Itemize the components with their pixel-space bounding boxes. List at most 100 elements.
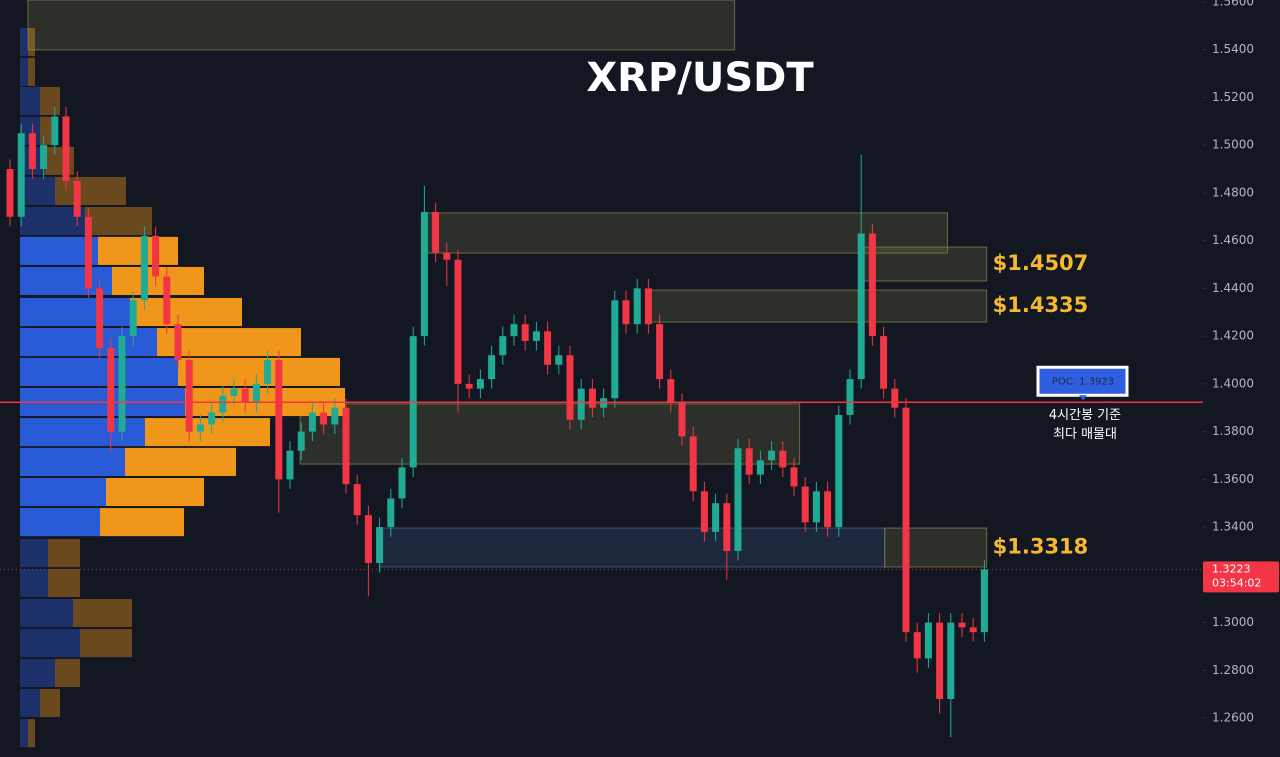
candle-body <box>936 622 944 699</box>
y-tick-label: 1.2600 <box>1212 711 1254 725</box>
profile-buy <box>20 539 48 568</box>
profile-sell <box>28 27 35 57</box>
candle-body <box>398 467 406 499</box>
y-tick-label: 1.4600 <box>1212 233 1254 247</box>
candle-body <box>555 355 563 365</box>
profile-buy <box>20 176 55 206</box>
candle-body <box>891 388 899 408</box>
y-tick-label: 1.3800 <box>1212 424 1254 438</box>
candle-body <box>286 450 294 480</box>
candle-body <box>320 412 328 425</box>
candle-body <box>420 211 428 337</box>
candle-body <box>40 145 48 170</box>
candle-body <box>96 288 104 349</box>
zone <box>859 246 988 282</box>
candle-body <box>947 622 955 699</box>
candle-body <box>387 498 395 528</box>
price-tag <box>1203 561 1279 593</box>
profile-sell <box>106 477 204 507</box>
candle-body <box>588 388 596 408</box>
zone <box>647 289 988 323</box>
candle-body <box>84 216 92 289</box>
profile-sell <box>48 568 80 598</box>
profile-sell <box>98 236 178 265</box>
candle-body <box>264 359 272 384</box>
y-tick-label: 1.3000 <box>1212 615 1254 629</box>
candle-body <box>924 622 932 659</box>
candle-body <box>331 407 339 425</box>
candle-body <box>913 632 921 659</box>
candle-body <box>118 336 126 432</box>
zone <box>884 527 988 568</box>
zone <box>379 527 886 568</box>
profile-sell <box>178 357 340 386</box>
candle-body <box>768 450 776 461</box>
candle-body <box>196 424 204 432</box>
profile-sell <box>145 418 270 447</box>
zone-label: $1.4507 <box>993 251 1089 275</box>
candle-body <box>364 515 372 563</box>
candle-body <box>880 336 888 389</box>
candle-body <box>152 235 160 277</box>
candle-body <box>73 180 81 217</box>
candle-body <box>28 133 36 170</box>
profile-buy <box>20 689 40 718</box>
profile-buy <box>20 719 28 748</box>
candle-body <box>723 503 731 551</box>
candle-body <box>644 288 652 325</box>
candle-body <box>107 348 115 432</box>
candle-body <box>252 383 260 403</box>
candle-body <box>868 233 876 337</box>
candle-body <box>17 133 25 217</box>
poc-label: POC. 1.3923 <box>1052 376 1114 387</box>
y-tick-label: 1.5600 <box>1212 0 1254 8</box>
candle-body <box>342 407 350 485</box>
profile-sell <box>125 447 236 476</box>
y-tick-label: 1.5000 <box>1212 138 1254 152</box>
candle-body <box>667 379 675 403</box>
candle-body <box>712 503 720 532</box>
y-tick-label: 1.4000 <box>1212 376 1254 390</box>
profile-buy <box>20 629 80 658</box>
profile-buy <box>20 447 125 476</box>
profile-buy <box>20 357 178 386</box>
y-tick-label: 1.5400 <box>1212 42 1254 56</box>
candle-body <box>376 527 384 563</box>
zone-label: $1.4335 <box>993 293 1089 317</box>
profile-buy <box>20 477 106 507</box>
y-tick-label: 1.3600 <box>1212 472 1254 486</box>
profile-sell <box>55 176 126 206</box>
candle-body <box>129 300 137 337</box>
y-tick-label: 1.4200 <box>1212 329 1254 343</box>
poc-note: 4시간봉 기준 <box>1049 408 1121 423</box>
profile-buy <box>20 418 145 447</box>
candle-body <box>62 116 70 181</box>
candle-body <box>454 259 462 384</box>
profile-sell <box>28 719 35 748</box>
y-tick-label: 1.5200 <box>1212 90 1254 104</box>
profile-sell <box>85 207 152 236</box>
candle-body <box>846 379 854 415</box>
candle-body <box>510 324 518 337</box>
profile-buy <box>20 568 48 598</box>
candle-body <box>678 402 686 437</box>
profile-sell <box>130 297 242 327</box>
price-tag-countdown: 03:54:02 <box>1212 576 1261 589</box>
candle-body <box>544 331 552 365</box>
profile-sell <box>40 689 60 718</box>
y-tick-label: 1.4400 <box>1212 281 1254 295</box>
y-tick-label: 1.2800 <box>1212 663 1254 677</box>
zone <box>299 403 801 465</box>
candle-body <box>689 436 697 492</box>
y-tick-label: 1.3400 <box>1212 520 1254 534</box>
candle-body <box>611 300 619 399</box>
candle-body <box>824 491 832 528</box>
candle-body <box>308 412 316 432</box>
candle-body <box>980 569 988 633</box>
candle-body <box>857 233 865 380</box>
candle-body <box>633 288 641 325</box>
candle-body <box>432 211 440 253</box>
candle-body <box>174 324 182 360</box>
candle-body <box>241 388 249 403</box>
